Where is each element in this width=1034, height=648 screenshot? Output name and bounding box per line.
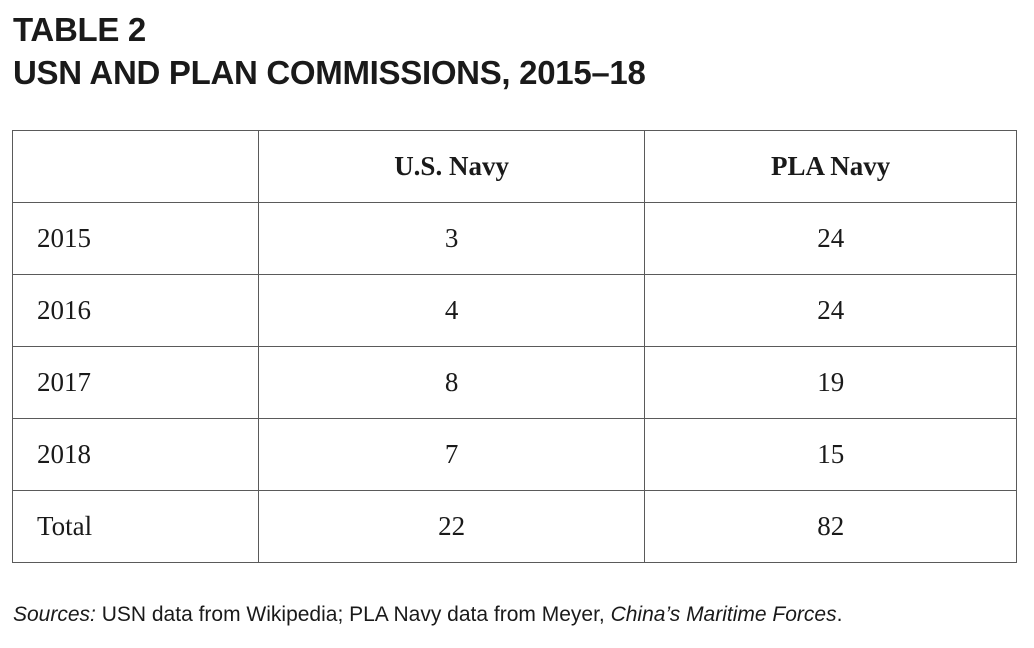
plan-cell: 15 (644, 418, 1017, 491)
table-title: USN AND PLAN COMMISSIONS, 2015–18 (13, 54, 646, 91)
row-label: 2015 (12, 202, 259, 275)
usn-cell: 8 (257, 346, 646, 419)
header-cell-plan: PLA Navy (644, 130, 1017, 203)
sources-suffix: . (836, 603, 843, 626)
sources-text: USN data from Wikipedia; PLA Navy data f… (95, 603, 611, 626)
header-cell-empty (12, 130, 259, 203)
sources-note: Sources: USN data from Wikipedia; PLA Na… (13, 601, 842, 629)
usn-cell: 22 (257, 490, 646, 563)
table-heading: TABLE 2 USN AND PLAN COMMISSIONS, 2015–1… (13, 8, 646, 94)
total-row: Total 22 82 (12, 490, 1017, 563)
row-label: Total (12, 490, 259, 563)
usn-cell: 7 (257, 418, 646, 491)
plan-cell: 82 (644, 490, 1017, 563)
header-row: U.S. Navy PLA Navy (12, 130, 1017, 203)
table-row: 2018 7 15 (12, 418, 1017, 491)
table-row: 2016 4 24 (12, 274, 1017, 347)
sources-book-title: China’s Maritime Forces (610, 603, 837, 626)
sources-prefix: Sources: (13, 603, 96, 626)
row-label: 2018 (12, 418, 259, 491)
usn-cell: 4 (257, 274, 646, 347)
plan-cell: 19 (644, 346, 1017, 419)
row-label: 2016 (12, 274, 259, 347)
plan-cell: 24 (644, 274, 1017, 347)
row-label: 2017 (12, 346, 259, 419)
table-row: 2015 3 24 (12, 202, 1017, 275)
header-cell-usn: U.S. Navy (257, 130, 646, 203)
usn-cell: 3 (257, 202, 646, 275)
table-row: 2017 8 19 (12, 346, 1017, 419)
plan-cell: 24 (644, 202, 1017, 275)
table-number: TABLE 2 (13, 11, 146, 48)
commissions-table: U.S. Navy PLA Navy 2015 3 24 2016 4 24 2… (12, 130, 1017, 563)
